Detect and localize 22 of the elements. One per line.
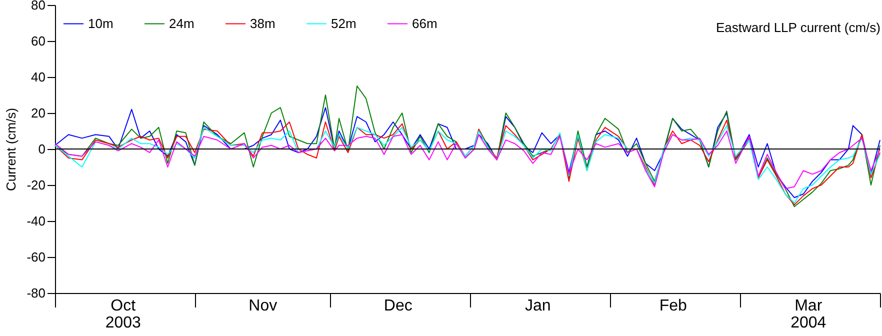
y-tick-label: -60 xyxy=(26,250,46,264)
y-tick-label: 80 xyxy=(31,0,46,12)
y-tick-label: -20 xyxy=(26,178,46,192)
y-tick-label: 60 xyxy=(31,34,46,48)
y-axis-title: Current (cm/s) xyxy=(4,108,19,192)
y-tick-label: 20 xyxy=(31,106,46,120)
x-tick-label: Dec xyxy=(384,298,412,314)
legend-label: 52m xyxy=(331,16,356,31)
x-tick-label: Jan xyxy=(524,298,551,314)
legend-label: 66m xyxy=(412,16,438,31)
text: Eastward LLP current (cm/s) xyxy=(716,20,880,35)
y-tick-label: -80 xyxy=(26,286,46,300)
legend-label: 10m xyxy=(88,16,114,31)
x-tick-label: Feb xyxy=(659,298,688,314)
x-tick-label: Oct 2003 xyxy=(105,298,142,332)
y-tick-label: -40 xyxy=(26,214,46,228)
legend-label: 38m xyxy=(250,16,276,31)
x-tick-label: Nov xyxy=(248,298,278,314)
y-tick-label: 40 xyxy=(31,70,46,84)
x-tick-label: Mar 2004 xyxy=(790,298,826,332)
legend-label: 24m xyxy=(169,16,194,31)
y-tick-label: 0 xyxy=(38,142,46,156)
